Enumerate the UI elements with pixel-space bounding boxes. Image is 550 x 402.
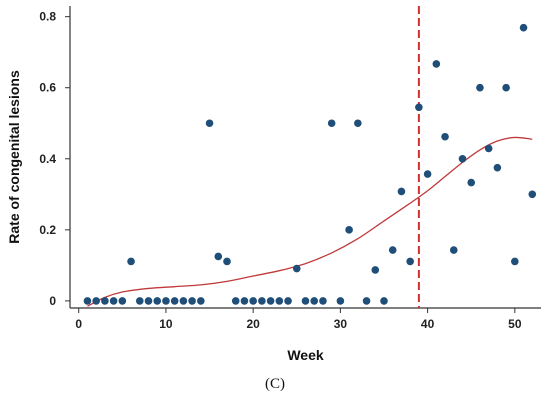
- y-tick-label: 0.2: [39, 223, 56, 237]
- x-axis-ticks: 0 10 20 30 40 50: [75, 308, 522, 331]
- y-tick-label: 0.4: [39, 152, 56, 166]
- data-point: [92, 297, 100, 305]
- data-point: [397, 187, 406, 196]
- y-tick-label: 0.8: [39, 10, 56, 24]
- data-point: [458, 154, 467, 163]
- data-point: [319, 297, 327, 305]
- data-point: [362, 297, 371, 305]
- data-point: [380, 297, 388, 305]
- data-point: [354, 119, 362, 128]
- data-point: [371, 266, 380, 274]
- data-point: [441, 132, 449, 141]
- data-points: [83, 23, 537, 305]
- data-point: [275, 297, 284, 305]
- data-point: [179, 297, 188, 305]
- data-point: [127, 257, 135, 266]
- x-tick-label: 10: [159, 317, 173, 331]
- data-point: [493, 163, 502, 172]
- data-point: [310, 297, 319, 305]
- data-point: [519, 23, 528, 32]
- data-point: [301, 297, 310, 305]
- x-tick-label: 40: [421, 317, 435, 331]
- data-point: [292, 264, 301, 273]
- data-point: [266, 297, 275, 305]
- x-axis-title: Week: [287, 347, 324, 363]
- y-axis-ticks: 0 0.2 0.4 0.6 0.8: [39, 10, 70, 308]
- data-point: [170, 297, 179, 305]
- data-point: [449, 246, 458, 254]
- data-point: [153, 297, 162, 305]
- data-point: [511, 257, 519, 266]
- data-point: [214, 252, 223, 261]
- data-point: [388, 246, 397, 254]
- data-point: [476, 83, 484, 92]
- data-point: [223, 257, 231, 266]
- plot-frame: [69, 6, 541, 309]
- data-point: [336, 297, 345, 305]
- data-point: [197, 297, 205, 305]
- data-point: [415, 103, 423, 112]
- trend-line: [87, 136, 533, 307]
- data-point: [249, 297, 257, 305]
- x-tick-label: 0: [75, 317, 82, 331]
- data-point: [284, 297, 292, 305]
- data-point: [144, 297, 153, 305]
- x-tick-label: 30: [334, 317, 348, 331]
- y-tick-label: 0: [49, 294, 56, 308]
- data-point: [231, 297, 240, 305]
- data-point: [528, 190, 537, 199]
- data-point: [423, 170, 432, 178]
- data-point: [109, 297, 118, 305]
- y-tick-label: 0.6: [39, 81, 56, 95]
- data-point: [188, 297, 196, 305]
- data-point: [432, 60, 441, 68]
- data-point: [406, 257, 414, 266]
- data-point: [502, 83, 510, 92]
- data-point: [467, 178, 476, 187]
- data-point: [135, 297, 144, 305]
- data-point: [205, 119, 214, 128]
- data-point: [327, 119, 336, 128]
- data-point: [118, 297, 127, 305]
- data-point: [258, 297, 266, 305]
- data-point: [345, 226, 353, 234]
- figure-caption: (C): [265, 376, 285, 392]
- data-point: [162, 297, 170, 305]
- data-point: [484, 144, 493, 153]
- data-point: [240, 297, 249, 305]
- data-point: [83, 297, 92, 305]
- data-point: [101, 297, 109, 305]
- x-tick-label: 50: [508, 317, 522, 331]
- x-tick-label: 20: [246, 317, 260, 331]
- y-axis-title: Rate of congenital lesions: [6, 70, 22, 244]
